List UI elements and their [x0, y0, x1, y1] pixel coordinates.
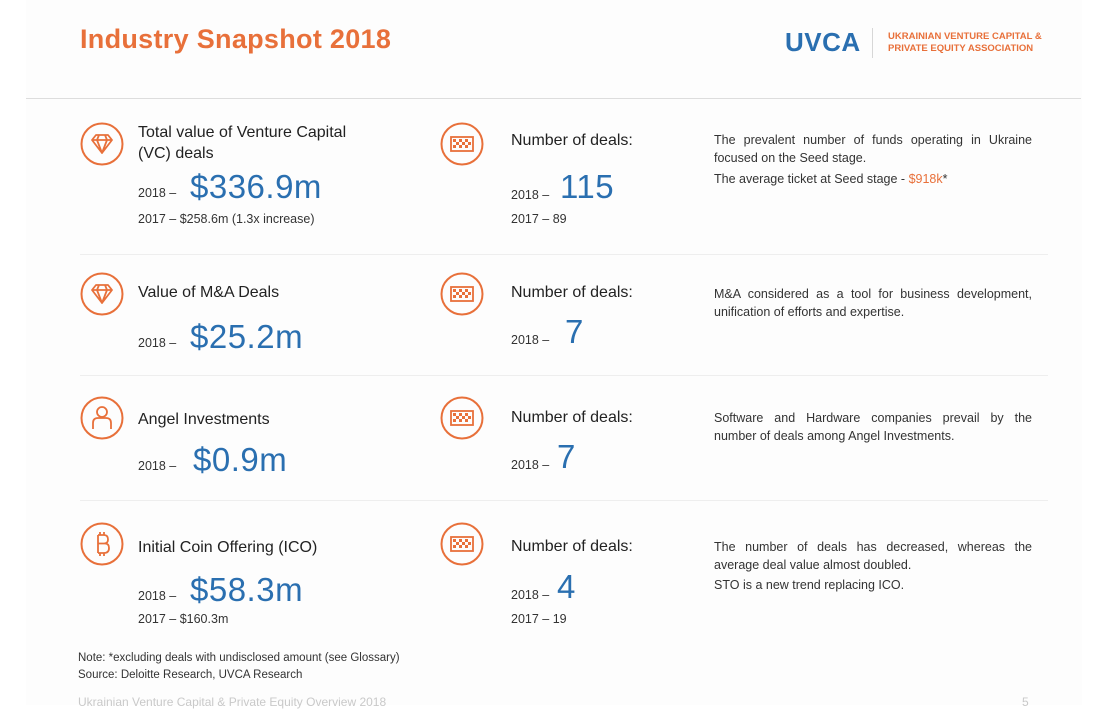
ico-deals-2018: 4 — [557, 568, 576, 605]
logo-divider — [872, 28, 873, 58]
flag-icon — [440, 122, 484, 166]
ma-year-2018: 2018 – — [138, 336, 177, 350]
diamond-icon — [80, 122, 124, 166]
vc-deals-2018: 115 — [560, 168, 615, 205]
vc-deals-count-label: Number of deals: — [511, 132, 633, 149]
ico-value-2018: $58.3m — [190, 571, 304, 608]
source-note: Source: Deloitte Research, UVCA Research — [78, 669, 303, 681]
ico-label: Initial Coin Offering (ICO) — [138, 539, 318, 556]
vc-seed-ticket-value: $918k — [908, 172, 943, 186]
header-divider — [26, 98, 1081, 99]
bitcoin-icon — [80, 522, 124, 566]
footnote: Note: *excluding deals with undisclosed … — [78, 652, 400, 664]
vc-deals-label: Total value of Venture Capital (VC) deal… — [138, 122, 346, 164]
angel-value-2018: $0.9m — [193, 441, 288, 478]
vc-deals-label-line2: (VC) deals — [138, 145, 214, 162]
row-divider — [80, 500, 1048, 501]
diamond-icon — [80, 272, 124, 316]
flag-icon — [440, 522, 484, 566]
logo-subtitle-line2: PRIVATE EQUITY ASSOCIATION — [888, 43, 1034, 54]
ico-deals-count-label: Number of deals: — [511, 538, 633, 555]
row-divider — [80, 254, 1048, 255]
ma-value-2018: $25.2m — [190, 318, 304, 355]
logo-subtitle-line1: UKRAINIAN VENTURE CAPITAL & — [888, 31, 1042, 42]
ico-deals-year: 2018 – — [511, 588, 550, 602]
ico-sto-note: STO is a new trend replacing ICO. — [714, 578, 905, 592]
slide-background — [26, 0, 1082, 705]
page-title: Industry Snapshot 2018 — [80, 24, 392, 54]
vc-deals-year: 2018 – — [511, 188, 550, 202]
vc-value-2017: 2017 – $258.6m (1.3x increase) — [138, 212, 315, 226]
flag-icon — [440, 396, 484, 440]
ma-description: M&A considered as a tool for business de… — [714, 287, 1032, 319]
uvca-logo: UVCA — [785, 27, 861, 57]
flag-icon — [440, 272, 484, 316]
ma-deals-count-label: Number of deals: — [511, 284, 633, 301]
ico-deals-2017: 2017 – 19 — [511, 612, 567, 626]
vc-seed-ticket-asterisk: * — [942, 172, 948, 186]
logo-subtitle: UKRAINIAN VENTURE CAPITAL & PRIVATE EQUI… — [888, 31, 1042, 55]
angel-deals-count-label: Number of deals: — [511, 409, 633, 426]
page-footer: Ukrainian Venture Capital & Private Equi… — [78, 695, 387, 709]
vc-deals-label-line1: Total value of Venture Capital — [138, 124, 347, 141]
ico-description: The number of deals has decreased, where… — [714, 540, 1032, 572]
angel-deals-2018: 7 — [557, 438, 576, 475]
angel-deals-year: 2018 – — [511, 458, 550, 472]
angel-label: Angel Investments — [138, 411, 270, 428]
ico-value-2017: 2017 – $160.3m — [138, 612, 229, 626]
vc-seed-ticket-text: The average ticket at Seed stage - — [714, 172, 909, 186]
vc-value-2018: $336.9m — [190, 168, 322, 205]
vc-description: The prevalent number of funds operating … — [714, 133, 1032, 165]
vc-seed-ticket: The average ticket at Seed stage - $918k… — [714, 172, 948, 186]
ma-deals-2018: 7 — [565, 313, 584, 350]
ma-deals-year: 2018 – — [511, 333, 550, 347]
person-icon — [80, 396, 124, 440]
page-number: 5 — [1022, 695, 1029, 709]
row-divider — [80, 375, 1048, 376]
vc-deals-2017: 2017 – 89 — [511, 212, 567, 226]
vc-year-2018: 2018 – — [138, 186, 177, 200]
angel-description: Software and Hardware companies prevail … — [714, 411, 1032, 443]
ma-deals-label: Value of M&A Deals — [138, 284, 280, 301]
ico-year-2018: 2018 – — [138, 589, 177, 603]
angel-year-2018: 2018 – — [138, 459, 177, 473]
